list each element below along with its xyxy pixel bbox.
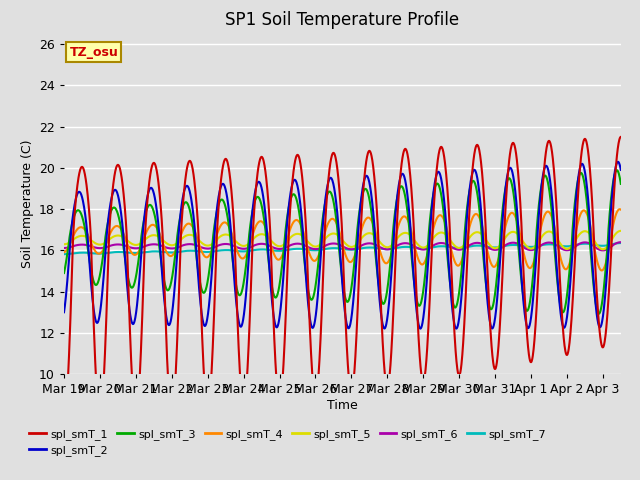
Legend: spl_smT_1, spl_smT_2, spl_smT_3, spl_smT_4, spl_smT_5, spl_smT_6, spl_smT_7: spl_smT_1, spl_smT_2, spl_smT_3, spl_smT… (25, 424, 550, 460)
Title: SP1 Soil Temperature Profile: SP1 Soil Temperature Profile (225, 11, 460, 29)
X-axis label: Time: Time (327, 399, 358, 412)
Y-axis label: Soil Temperature (C): Soil Temperature (C) (20, 140, 33, 268)
Text: TZ_osu: TZ_osu (70, 46, 118, 59)
